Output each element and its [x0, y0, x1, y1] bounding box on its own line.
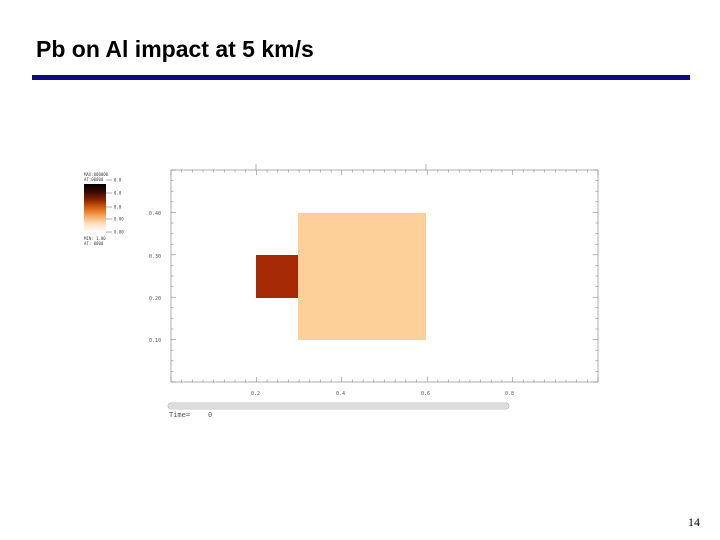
- y-tick-label: 0.10: [149, 338, 161, 344]
- legend-tick-label: 0.0: [114, 205, 122, 210]
- legend-tick-label: 0.00: [114, 230, 124, 235]
- color-bar-legend: MAX:000000 AT:00000 0.0 0.0 0.0 0.00 0.00 MI…: [84, 172, 124, 246]
- time-value: 0: [208, 411, 212, 419]
- x-tick-label: 0.8: [505, 391, 514, 397]
- time-slider-fill: [169, 404, 508, 408]
- x-axis-tick-labels: 0.2 0.4 0.6 0.8: [251, 391, 514, 397]
- time-slider[interactable]: [167, 402, 510, 410]
- color-bar: [84, 184, 106, 232]
- legend-header-line2: AT:00000: [84, 177, 104, 182]
- slide-title: Pb on Al impact at 5 km/s: [36, 36, 314, 62]
- title-underline: [32, 75, 690, 80]
- axis-minor-ticks: [170, 164, 599, 383]
- projectile-region: [256, 255, 298, 298]
- legend-footer-line1: MIN: 1.00: [84, 236, 106, 241]
- legend-footer-line2: AT: 0000: [84, 241, 104, 246]
- y-tick-label: 0.30: [149, 254, 161, 260]
- target-region: [298, 213, 426, 340]
- x-tick-label: 0.2: [251, 391, 260, 397]
- legend-tick-label: 0.0: [114, 178, 122, 183]
- legend-tick-label: 0.00: [114, 217, 124, 222]
- page-number: 14: [688, 515, 700, 529]
- legend-tick-label: 0.0: [114, 191, 122, 196]
- legend-header-line1: MAX:000000: [84, 172, 109, 177]
- y-tick-label: 0.20: [149, 296, 161, 302]
- time-label: Time=: [169, 411, 190, 419]
- y-axis-tick-labels: 0.40 0.30 0.20 0.10: [149, 211, 161, 344]
- x-tick-label: 0.6: [421, 391, 430, 397]
- x-tick-label: 0.4: [336, 391, 345, 397]
- y-tick-label: 0.40: [149, 211, 161, 217]
